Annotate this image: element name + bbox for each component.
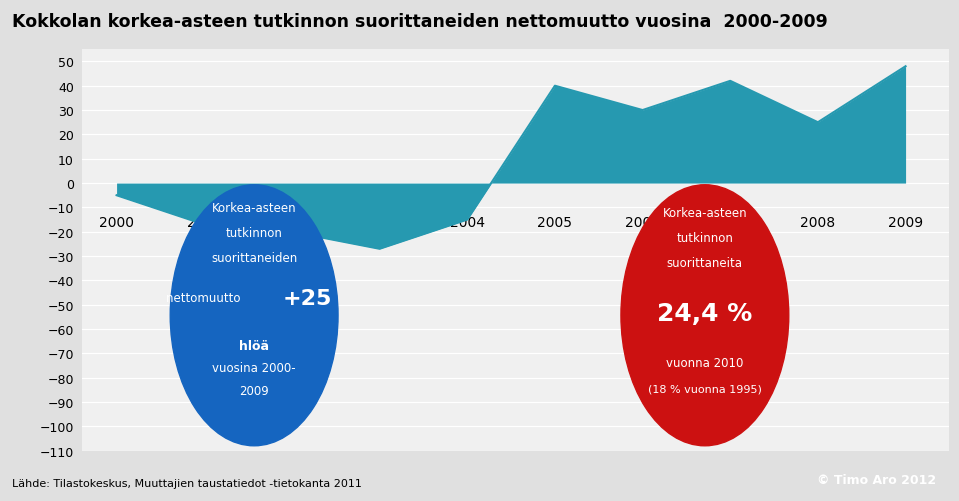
Text: +25: +25 — [282, 288, 332, 308]
Text: © Timo Aro 2012: © Timo Aro 2012 — [817, 473, 936, 486]
Text: vuonna 2010: vuonna 2010 — [667, 357, 743, 370]
Text: suorittaneita: suorittaneita — [667, 257, 743, 270]
Text: (18 % vuonna 1995): (18 % vuonna 1995) — [648, 383, 761, 393]
Text: Korkea-asteen: Korkea-asteen — [663, 206, 747, 219]
Text: Lähde: Tilastokeskus, Muuttajien taustatiedot -tietokanta 2011: Lähde: Tilastokeskus, Muuttajien taustat… — [12, 478, 362, 488]
Text: 2009: 2009 — [239, 384, 269, 397]
Text: 24,4 %: 24,4 % — [657, 301, 753, 325]
Text: nettomuutto: nettomuutto — [166, 292, 245, 305]
Text: hlöä: hlöä — [239, 339, 269, 352]
Text: Kokkolan korkea-asteen tutkinnon suorittaneiden nettomuutto vuosina  2000-2009: Kokkolan korkea-asteen tutkinnon suoritt… — [12, 13, 828, 31]
Text: tutkinnon: tutkinnon — [225, 226, 283, 239]
Text: tutkinnon: tutkinnon — [676, 231, 734, 244]
Text: vuosina 2000-: vuosina 2000- — [212, 362, 296, 375]
Text: Korkea-asteen: Korkea-asteen — [212, 201, 296, 214]
Text: suorittaneiden: suorittaneiden — [211, 252, 297, 265]
